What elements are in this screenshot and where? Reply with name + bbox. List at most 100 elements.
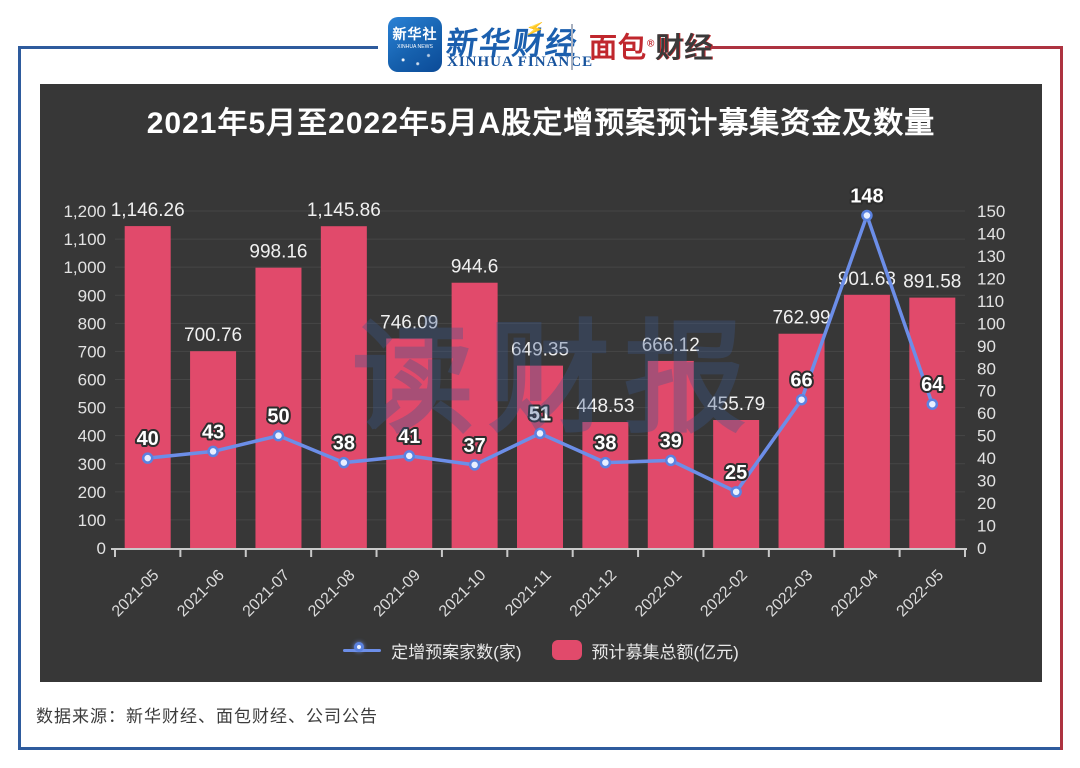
line-point-2021-08 <box>338 456 350 469</box>
line-value-label: 38 <box>333 433 355 455</box>
line-value-label: 51 <box>529 403 551 425</box>
chart-title: 2021年5月至2022年5月A股定增预案预计募集资金及数量 <box>146 107 936 140</box>
line-value-label: 37 <box>463 435 485 457</box>
bar-value-label: 1,146.26 <box>111 200 185 221</box>
x-axis-category-label: 2021-09 <box>371 567 425 621</box>
registered-trademark-icon: ® <box>647 38 656 50</box>
legend-item-line-series: 定增预案家数(家) <box>343 638 522 663</box>
bar-value-label: 700.76 <box>184 325 242 346</box>
bar-2021-08 <box>320 226 367 548</box>
bar-2021-10 <box>451 282 498 548</box>
line-value-label: 38 <box>594 433 616 455</box>
left-axis-tick-label: 500 <box>78 399 106 418</box>
line-value-label: 40 <box>137 428 159 450</box>
right-axis-tick-label: 60 <box>977 404 996 423</box>
legend-line-marker-icon <box>343 641 382 652</box>
line-value-label: 25 <box>725 462 747 484</box>
frame-border-top-right-segment <box>705 46 1063 49</box>
right-axis-tick-label: 20 <box>977 494 996 513</box>
logo-divider <box>571 24 573 70</box>
line-value-label: 41 <box>398 426 420 448</box>
right-axis-tick-label: 100 <box>977 314 1005 333</box>
x-axis-category-label: 2022-04 <box>828 567 882 621</box>
left-axis-tick-label: 1,000 <box>63 258 106 277</box>
left-axis-tick-label: 400 <box>78 427 106 446</box>
right-axis-tick-label: 70 <box>977 382 996 401</box>
line-point-2022-02 <box>730 486 742 498</box>
line-point-2021-11 <box>534 427 546 440</box>
line-point-2022-03 <box>795 393 808 406</box>
line-point-2021-10 <box>468 459 481 471</box>
x-axis-category-label: 2021-12 <box>567 567 621 621</box>
line-point-2021-05 <box>141 452 154 464</box>
frame-border-right <box>1060 48 1063 750</box>
line-point-2021-06 <box>207 445 219 458</box>
bar-value-label: 448.53 <box>576 396 634 417</box>
line-value-label: 64 <box>921 374 944 396</box>
x-axis-category-label: 2022-05 <box>894 567 948 621</box>
bread-finance-logo-part1: 面包 <box>589 32 648 63</box>
bar-value-label: 666.12 <box>642 335 700 356</box>
header: 新华社 XINHUA NEWS 新华财经 ⚡ XINHUA FINANCE 面包… <box>0 0 1080 84</box>
line-value-label: 50 <box>267 406 289 428</box>
bar-value-label: 944.6 <box>451 257 499 278</box>
bread-finance-logo-part2: 财经 <box>655 32 714 63</box>
left-axis-tick-label: 100 <box>78 511 106 530</box>
x-axis-category-label: 2022-01 <box>632 567 686 621</box>
legend-line-dot-icon <box>354 641 365 652</box>
bar-value-label: 455.79 <box>707 394 765 415</box>
left-axis-tick-label: 600 <box>78 371 106 390</box>
x-axis-category-label: 2021-07 <box>240 567 294 621</box>
bar-value-label: 762.99 <box>772 308 830 329</box>
x-axis-category-label: 2022-02 <box>697 567 751 621</box>
x-axis-category-label: 2021-11 <box>502 567 555 620</box>
line-point-2021-12 <box>599 456 612 469</box>
right-axis-tick-label: 50 <box>977 427 996 446</box>
bar-2022-03 <box>778 333 825 548</box>
right-axis-tick-label: 130 <box>977 247 1005 266</box>
x-axis-category-label: 2021-08 <box>305 567 359 621</box>
chart-legend: 定增预案家数(家) 预计募集总额(亿元) <box>40 636 1042 664</box>
bar-value-label: 746.09 <box>380 312 438 333</box>
left-axis-tick-label: 1,100 <box>63 230 106 249</box>
bar-2021-07 <box>255 267 302 548</box>
data-source: 数据来源：新华财经、面包财经、公司公告 <box>36 707 378 726</box>
right-axis-tick-label: 0 <box>977 539 986 558</box>
bar-value-label: 901.63 <box>838 269 896 290</box>
bar-2021-05 <box>124 226 171 548</box>
chart-panel: 1,146.26 700.76 998.16 1,145.86 746.09 944.6 6… <box>40 84 1042 682</box>
left-axis-tick-label: 300 <box>78 455 106 474</box>
bar-2022-05 <box>909 297 956 548</box>
line-point-2021-07 <box>272 429 285 442</box>
frame-border-top-left-segment <box>18 46 378 49</box>
legend-item-bar-series: 预计募集总额(亿元) <box>551 638 739 663</box>
x-axis-category-label: 2021-05 <box>109 567 163 621</box>
xinhua-finance-logo-en: XINHUA FINANCE <box>447 54 594 70</box>
right-axis-tick-label: 40 <box>977 449 996 468</box>
line-point-2021-09 <box>403 450 415 462</box>
line-value-label: 43 <box>202 421 224 443</box>
right-axis-tick-label: 90 <box>977 337 996 356</box>
bar-2022-01 <box>647 360 694 548</box>
xinhua-icon-label-cn: 新华社 <box>392 26 438 42</box>
bread-finance-logo: 面包®财经 <box>589 26 713 66</box>
x-axis-category-label: 2022-03 <box>763 567 817 621</box>
frame-border-bottom <box>18 747 1063 750</box>
right-axis-tick-label: 10 <box>977 517 996 536</box>
bar-2021-09 <box>386 338 433 548</box>
right-axis-tick-label: 150 <box>977 202 1005 221</box>
left-axis-tick-label: 700 <box>78 342 106 361</box>
legend-bar-swatch-icon <box>551 640 582 660</box>
x-axis-category-label: 2021-06 <box>174 567 228 621</box>
right-axis-tick-label: 140 <box>977 224 1005 243</box>
left-axis-tick-label: 800 <box>78 314 106 333</box>
line-point-2022-04 <box>861 209 873 222</box>
left-axis-tick-label: 1,200 <box>63 202 106 221</box>
right-axis-tick-label: 120 <box>977 269 1005 288</box>
chart-svg: 1,146.26 700.76 998.161,145.86 746.09 944.6 6… <box>63 183 1005 621</box>
bar-2021-11 <box>517 365 563 548</box>
left-axis-tick-label: 900 <box>78 286 106 305</box>
line-value-label: 148 <box>850 185 883 207</box>
bar-value-label: 1,145.86 <box>307 200 381 221</box>
